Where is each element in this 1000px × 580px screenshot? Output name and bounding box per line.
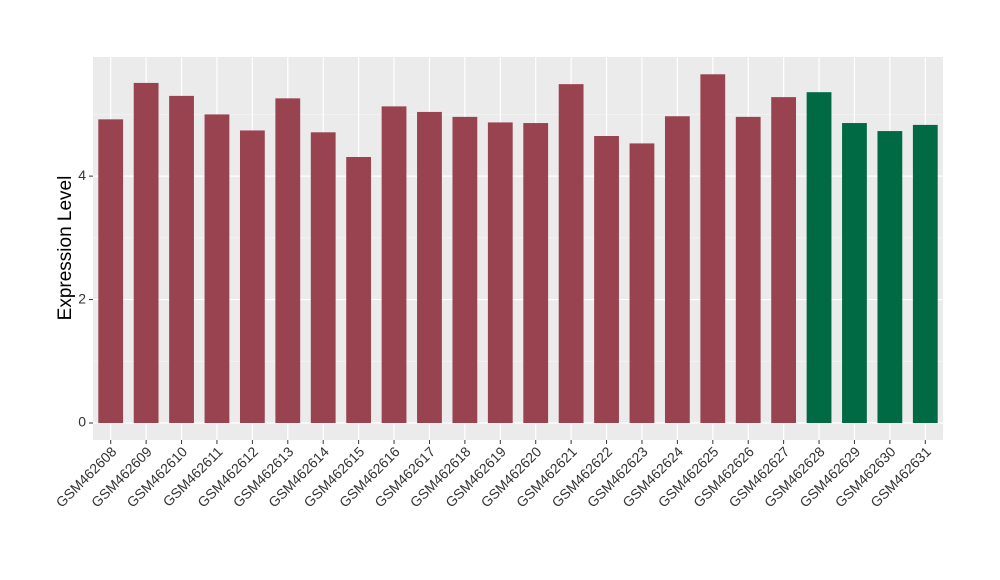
bar	[877, 131, 903, 424]
y-tick-label: 0	[78, 414, 86, 430]
bar	[664, 116, 690, 424]
bar	[487, 122, 513, 424]
bar	[523, 123, 549, 424]
bar	[912, 124, 938, 424]
y-tick-label: 2	[78, 290, 86, 306]
y-tick-label: 4	[78, 167, 86, 183]
bar	[98, 119, 124, 424]
bar	[452, 116, 478, 424]
bar	[806, 92, 832, 424]
bar	[310, 132, 336, 424]
bar	[169, 95, 194, 424]
bar	[275, 98, 301, 424]
bar	[133, 82, 159, 424]
bar	[735, 116, 761, 424]
bar	[629, 143, 655, 424]
bar	[771, 97, 797, 424]
bar	[381, 106, 407, 424]
bar	[239, 130, 265, 424]
bar	[594, 136, 619, 424]
bar	[558, 84, 584, 424]
bar	[346, 156, 372, 424]
y-axis-label: Expression Level	[55, 176, 76, 321]
bar	[700, 74, 726, 424]
plot-panel	[93, 57, 943, 440]
bar	[204, 114, 230, 424]
bar	[417, 111, 442, 424]
bar	[842, 123, 867, 424]
